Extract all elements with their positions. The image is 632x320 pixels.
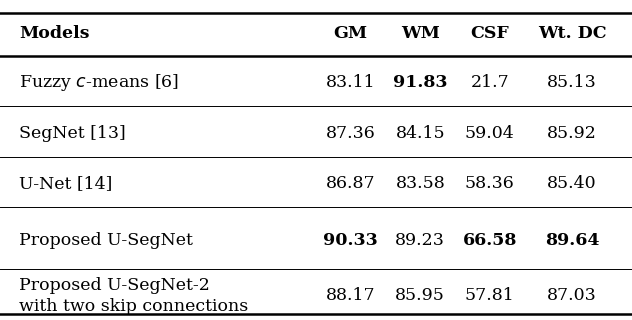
Text: 87.03: 87.03 — [547, 287, 597, 305]
Text: 90.33: 90.33 — [324, 232, 378, 249]
Text: 85.40: 85.40 — [547, 175, 597, 192]
Text: SegNet [13]: SegNet [13] — [19, 124, 126, 142]
Text: WM: WM — [401, 25, 440, 42]
Text: Proposed U-SegNet: Proposed U-SegNet — [19, 232, 193, 249]
Text: U-Net [14]: U-Net [14] — [19, 175, 112, 192]
Text: Fuzzy $c$-means [6]: Fuzzy $c$-means [6] — [19, 72, 179, 93]
Text: 21.7: 21.7 — [470, 74, 509, 91]
Text: 86.87: 86.87 — [326, 175, 375, 192]
Text: GM: GM — [334, 25, 368, 42]
Text: 57.81: 57.81 — [465, 287, 514, 305]
Text: 91.83: 91.83 — [393, 74, 447, 91]
Text: 85.92: 85.92 — [547, 124, 597, 142]
Text: 88.17: 88.17 — [326, 287, 375, 305]
Text: CSF: CSF — [470, 25, 509, 42]
Text: 84.15: 84.15 — [396, 124, 445, 142]
Text: 66.58: 66.58 — [463, 232, 517, 249]
Text: 87.36: 87.36 — [326, 124, 375, 142]
Text: Proposed U-SegNet-2
with two skip connections: Proposed U-SegNet-2 with two skip connec… — [19, 277, 248, 315]
Text: 83.58: 83.58 — [396, 175, 445, 192]
Text: Models: Models — [19, 25, 90, 42]
Text: 85.95: 85.95 — [396, 287, 445, 305]
Text: 59.04: 59.04 — [465, 124, 514, 142]
Text: 58.36: 58.36 — [465, 175, 514, 192]
Text: 85.13: 85.13 — [547, 74, 597, 91]
Text: 89.23: 89.23 — [396, 232, 445, 249]
Text: 83.11: 83.11 — [326, 74, 375, 91]
Text: Wt. DC: Wt. DC — [538, 25, 606, 42]
Text: 89.64: 89.64 — [545, 232, 599, 249]
